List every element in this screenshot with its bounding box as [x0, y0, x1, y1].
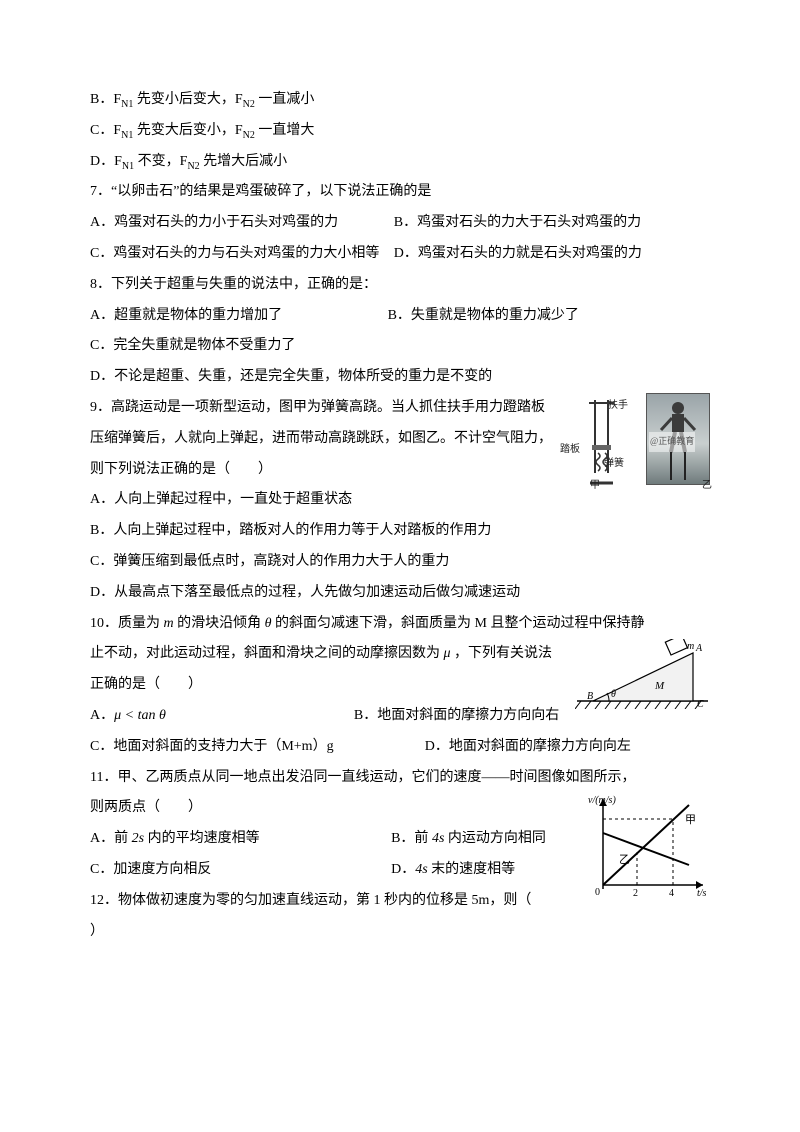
svg-text:甲: 甲 [685, 814, 696, 826]
svg-text:2: 2 [633, 888, 638, 898]
q9-opt-c: C．弹簧压缩到最低点时，高跷对人的作用力大于人的重力 [90, 547, 710, 578]
q12-stem-close: ） [90, 917, 710, 948]
q10-stem-1: 10．质量为 m 的滑块沿倾角 θ 的斜面匀减速下滑，斜面质量为 M 且整个运动… [90, 609, 710, 640]
q9-opt-b: B．人向上弹起过程中，踏板对人的作用力等于人对踏板的作用力 [90, 516, 710, 547]
svg-text:m: m [687, 641, 694, 652]
svg-text:v/(m/s): v/(m/s) [588, 795, 616, 806]
q8-stem: 8．下列关于超重与失重的说法中，正确的是： [90, 270, 710, 301]
svg-text:乙: 乙 [619, 853, 630, 866]
q10-opts-cd: C．地面对斜面的支持力大于（M+m）gD．地面对斜面的摩擦力方向向左 [90, 732, 710, 763]
q9-opt-d: D．从最高点下落至最低点的过程，人先做匀加速运动后做匀减速运动 [90, 578, 710, 609]
svg-text:A: A [695, 643, 703, 654]
q10-figure: B C A M m θ [575, 639, 710, 709]
svg-text:C: C [697, 699, 704, 709]
svg-text:M: M [654, 680, 665, 692]
q11-figure: v/(m/s) t/s 0 2 4 甲 乙 [585, 793, 710, 898]
q6-opt-c: C．FN1 先变大后变小，FN2 一直增大 [90, 116, 710, 147]
q7-opts-ab: A．鸡蛋对石头的力小于石头对鸡蛋的力B．鸡蛋对石头的力大于石头对鸡蛋的力 [90, 208, 710, 239]
q7-opts-cd: C．鸡蛋对石头的力与石头对鸡蛋的力大小相等D．鸡蛋对石头的力就是石头对鸡蛋的力 [90, 239, 710, 270]
svg-text:θ: θ [611, 689, 616, 700]
q7-stem: 7．“以卵击石”的结果是鸡蛋破碎了，以下说法正确的是 [90, 177, 710, 208]
svg-text:B: B [587, 691, 593, 702]
q11-stem-1: 11．甲、乙两质点从同一地点出发沿同一直线运动，它们的速度——时间图像如图所示， [90, 763, 710, 794]
q6-opt-d: D．FN1 不变，FN2 先增大后减小 [90, 147, 710, 178]
q9-opt-a: A．人向上弹起过程中，一直处于超重状态 [90, 485, 710, 516]
q6-opt-b: B．FN1 先变小后变大，FN2 一直减小 [90, 85, 710, 116]
q8-opts-ab: A．超重就是物体的重力增加了B．失重就是物体的重力减少了 [90, 301, 710, 332]
svg-text:0: 0 [595, 887, 600, 898]
svg-text:4: 4 [669, 888, 674, 898]
svg-text:t/s: t/s [697, 888, 707, 898]
q8-opt-d: D．不论是超重、失重，还是完全失重，物体所受的重力是不变的 [90, 362, 710, 393]
q9-figure: 扶手 踏板 弹簧 甲 @正确教育 乙 [560, 393, 710, 488]
q8-opt-c: C．完全失重就是物体不受重力了 [90, 331, 710, 362]
